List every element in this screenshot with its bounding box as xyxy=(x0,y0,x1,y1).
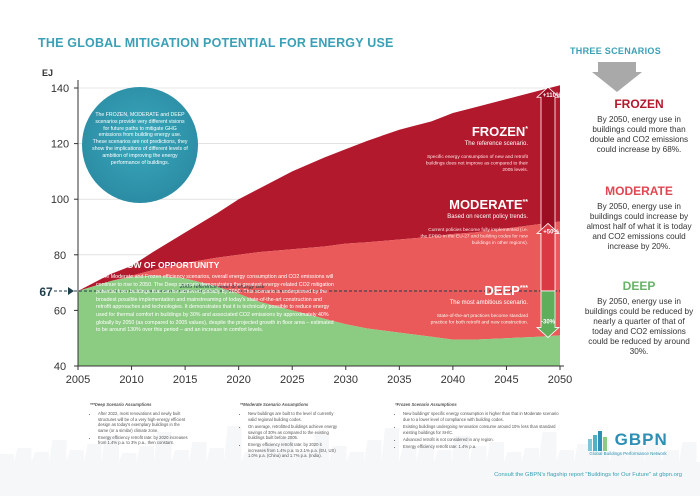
frozen-description: 2005 levels. xyxy=(502,167,528,173)
deep-assumption-item: Energy efficiency retrofit rate: by 2020… xyxy=(98,435,188,446)
skyline-silhouette xyxy=(0,426,700,496)
x-tick-label: 2010 xyxy=(119,374,143,386)
gbpn-tagline: Global Buildings Performance Network xyxy=(589,450,667,456)
moderate-subtitle: Based on recent policy trends. xyxy=(447,214,528,220)
deep-area xyxy=(78,275,560,366)
frozen-assumption-item: Energy efficiency retrofit rate: 1.4% p.… xyxy=(403,444,560,449)
x-tick-label: 2045 xyxy=(494,374,518,386)
frozen-assumptions-heading: *Frozen Scenario Assumptions xyxy=(395,402,457,407)
deep-subtitle: The most ambitious scenario. xyxy=(450,300,529,306)
scenarios-down-arrow-icon xyxy=(592,62,642,92)
window-text: In the Moderate and Frozen efficiency sc… xyxy=(96,274,334,334)
deep-pct-label: -30% xyxy=(541,319,556,325)
scenario-moderate-desc: By 2050, energy use in buildings could i… xyxy=(586,202,692,251)
frozen-description: buildings does not improve as compared t… xyxy=(426,161,529,167)
frozen-assumption-item: Advanced retrofit is not considered in a… xyxy=(403,437,560,442)
y-tick-label: 120 xyxy=(51,139,69,151)
x-tick-label: 2050 xyxy=(548,374,572,386)
moderate-assumptions: **Moderate Scenario Assumptions New buil… xyxy=(240,402,340,461)
deep-description: practice for both retrofit and new const… xyxy=(431,320,528,326)
scenario-frozen-desc: By 2050, energy use in buildings could m… xyxy=(589,115,689,154)
moderate-label: MODERATE** xyxy=(449,197,528,212)
city-skyline-background xyxy=(0,426,700,496)
y-tick-label: 80 xyxy=(54,250,66,262)
frozen-assumptions: *Frozen Scenario Assumptions New buildin… xyxy=(395,402,560,452)
deep-assumptions: ***Deep Scenario Assumptions After 2022,… xyxy=(90,402,188,448)
percentage-arrows: +110% +50% -30% xyxy=(535,86,562,338)
moderate-assumption-item: On average, retrofitted buildings achiev… xyxy=(248,424,340,440)
info-circle xyxy=(82,87,198,203)
x-tick-label: 2040 xyxy=(441,374,465,386)
scenario-deep-name: DEEP xyxy=(622,279,656,293)
reference-value-label: 67 xyxy=(39,285,53,299)
x-tick-label: 2020 xyxy=(226,374,250,386)
x-tick-label: 2015 xyxy=(173,374,197,386)
scenario-frozen: FROZEN By 2050, energy use in buildings … xyxy=(584,97,694,155)
deep-label: DEEP*** xyxy=(484,283,528,298)
scenario-frozen-name: FROZEN xyxy=(614,97,664,111)
gbpn-building-icon xyxy=(588,430,608,451)
frozen-assumption-item: New buildings' specific energy consumpti… xyxy=(403,411,560,422)
moderate-assumptions-heading: **Moderate Scenario Assumptions xyxy=(240,402,309,407)
y-tick-label: 100 xyxy=(51,194,69,206)
frozen-label: FROZEN* xyxy=(472,124,528,139)
reference-line-label: 2005 reference level of energy use xyxy=(179,284,265,290)
y-tick-label: 40 xyxy=(54,361,66,373)
footer-link-text[interactable]: Consult the GBPN's flagship report "Buil… xyxy=(494,472,682,478)
window-of-opportunity: A WINDOW OF OPPORTUNITY In the Moderate … xyxy=(96,260,336,335)
reference-line: 67 2005 reference level of energy use xyxy=(39,284,560,299)
moderate-area xyxy=(78,221,560,340)
deep-assumptions-heading: ***Deep Scenario Assumptions xyxy=(90,402,152,407)
gbpn-logo: GBPN Global Buildings Performance Networ… xyxy=(578,430,678,456)
frozen-area xyxy=(78,85,560,291)
deep-description: State-of-the-art practices become standa… xyxy=(437,313,529,319)
y-tick-label: 140 xyxy=(51,83,69,95)
x-tick-label: 2025 xyxy=(280,374,304,386)
gbpn-logo-text: GBPN xyxy=(614,430,668,449)
scenario-moderate-name: MODERATE xyxy=(605,184,673,198)
deep-assumption-item: After 2022, most renovations and newly b… xyxy=(98,411,188,433)
moderate-description: buildings in other regions). xyxy=(472,240,528,246)
moderate-description: the EPBD in the EU-27 and building codes… xyxy=(421,234,529,240)
scenario-deep-desc: By 2050, energy use in buildings could b… xyxy=(584,297,694,356)
circle-text: The FROZEN, MODERATE and DEEP scenarios … xyxy=(92,112,188,166)
scenario-deep: DEEP By 2050, energy use in buildings co… xyxy=(584,279,694,357)
moderate-increase-arrow-icon xyxy=(535,222,561,292)
x-tick-label: 2005 xyxy=(66,374,90,386)
reference-arrow-icon xyxy=(68,286,74,295)
frozen-pct-label: +110% xyxy=(543,93,562,99)
y-axis-label: EJ xyxy=(42,68,53,78)
window-title: A WINDOW OF OPPORTUNITY xyxy=(96,260,220,270)
moderate-assumption-item: New buildings are built to the level of … xyxy=(248,411,340,422)
moderate-description: Current policies become fully implemente… xyxy=(428,227,528,233)
deep-decrease-arrow-icon xyxy=(535,290,561,338)
frozen-subtitle: The reference scenario. xyxy=(465,141,529,147)
three-scenarios-heading: THREE SCENARIOS xyxy=(570,46,662,56)
x-tick-label: 2030 xyxy=(334,374,358,386)
x-tick-label: 2035 xyxy=(387,374,411,386)
frozen-assumption-item: Existing buildings undergoing renovation… xyxy=(403,424,560,435)
axes: EJ 40 60 80 100 120 140 2005 2010 2015 2020 2025 203… xyxy=(42,68,572,386)
y-tick-label: 60 xyxy=(54,305,66,317)
moderate-pct-label: +50% xyxy=(543,229,559,235)
moderate-assumption-item: Energy efficiency retrofit rate: by 2020… xyxy=(248,442,340,458)
frozen-description: Specific energy consumption of new and r… xyxy=(427,154,529,160)
scenario-moderate: MODERATE By 2050, energy use in building… xyxy=(584,184,694,252)
page-title: THE GLOBAL MITIGATION POTENTIAL FOR ENER… xyxy=(38,36,394,50)
